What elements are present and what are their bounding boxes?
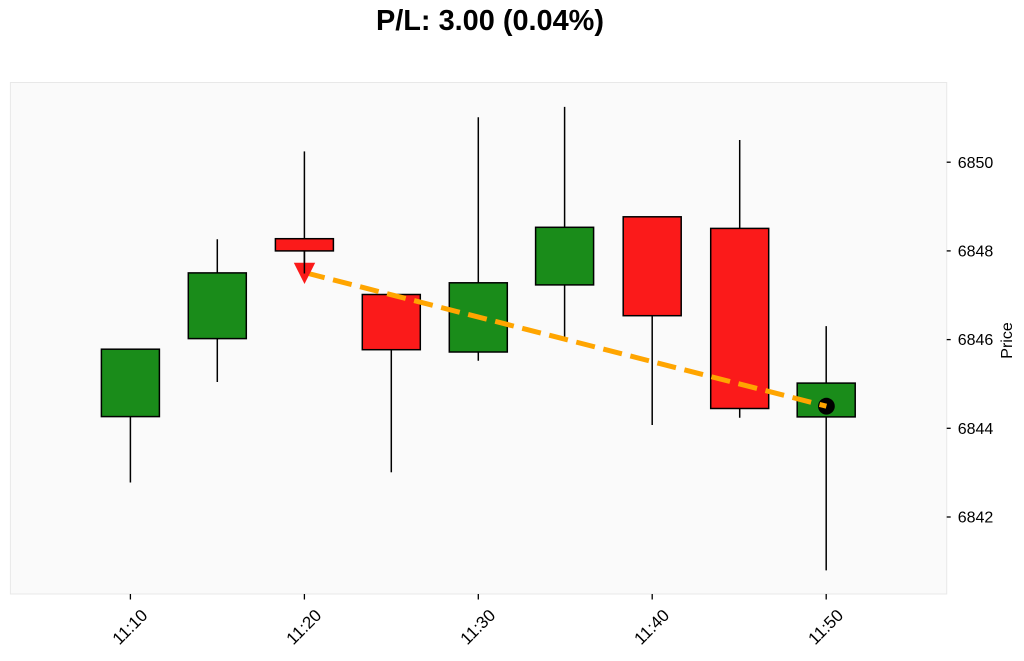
svg-text:6844: 6844	[958, 421, 994, 438]
svg-text:6842: 6842	[958, 510, 994, 527]
svg-text:6846: 6846	[958, 332, 994, 349]
svg-text:6850: 6850	[958, 155, 994, 172]
svg-text:11:10: 11:10	[109, 606, 152, 649]
svg-text:11:50: 11:50	[805, 606, 848, 649]
svg-text:11:40: 11:40	[631, 606, 674, 649]
svg-text:Price: Price	[999, 322, 1016, 359]
svg-text:11:30: 11:30	[457, 606, 500, 649]
svg-text:11:20: 11:20	[283, 606, 326, 649]
svg-text:P/L: 3.00 (0.04%): P/L: 3.00 (0.04%)	[376, 5, 604, 37]
svg-text:6848: 6848	[958, 244, 994, 261]
